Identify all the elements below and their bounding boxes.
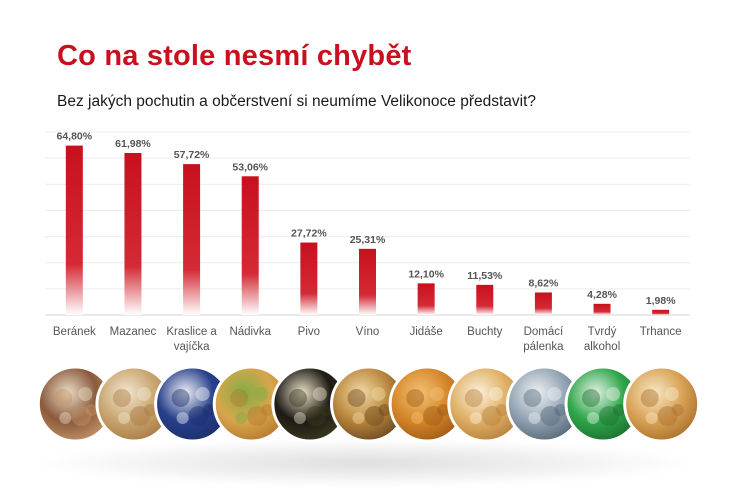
bar (593, 303, 611, 315)
data-label: 57,72% (174, 149, 210, 161)
x-tick-label: Buchty (467, 326, 502, 338)
data-label: 8,62% (529, 277, 559, 289)
x-tick-label: Beránek (53, 326, 96, 338)
photo-shadow (40, 440, 690, 486)
bar (417, 283, 435, 315)
bar (476, 284, 494, 315)
data-label: 4,28% (587, 289, 617, 301)
x-tick-label: Nádivka (229, 326, 271, 338)
data-label: 25,31% (350, 234, 386, 246)
x-tick-label: Mazanec (110, 326, 157, 338)
bar (300, 242, 318, 315)
mazanec-bread-icon (95, 365, 173, 443)
data-label: 53,06% (232, 161, 268, 173)
bar-chart: 64,80% 61,98% 57,72% 53,06% 27,72% 25,31% 12,1… (45, 131, 690, 353)
bar (124, 152, 142, 315)
x-tick-label: Jidáše (410, 326, 443, 338)
data-label: 61,98% (115, 138, 151, 150)
x-tick-label: Kraslice a vajíčka (166, 326, 217, 353)
x-tick-labels: Beránek Mazanec Kraslice a vajíčka Nádivka Pi… (53, 326, 682, 353)
data-label: 64,80% (57, 131, 93, 143)
data-label: 1,98% (646, 295, 676, 307)
lamb-cake-icon (36, 365, 114, 443)
x-tick-label: Domácí pálenka (523, 326, 564, 353)
bar (534, 292, 552, 315)
bar (241, 176, 259, 315)
beer-wine-bottles-icon (271, 365, 349, 443)
data-label: 12,10% (408, 268, 444, 280)
shot-glasses-icon (505, 365, 583, 443)
data-label: 11,53% (467, 270, 503, 282)
wine-glass-icon (330, 365, 407, 443)
stuffing-slices-icon (212, 365, 290, 443)
x-tick-label: Tvrdý alkohol (584, 326, 620, 353)
x-tick-label: Trhance (640, 326, 682, 338)
bar (652, 309, 670, 315)
data-labels: 64,80% 61,98% 57,72% 53,06% 27,72% 25,31% 12,1… (57, 131, 677, 307)
chart-subtitle: Bez jakých pochutin a občerstvení si neu… (57, 93, 537, 110)
trhance-pastry-icon (623, 365, 701, 443)
chart-title: Co na stole nesmí chybět (57, 40, 412, 72)
x-tick-label: Pivo (298, 326, 320, 338)
bar (65, 145, 83, 315)
bar (359, 248, 376, 315)
x-tick-label: Víno (356, 326, 380, 338)
bars (65, 145, 670, 315)
bar (183, 164, 201, 315)
data-label: 27,72% (291, 228, 327, 240)
green-liquor-icon (564, 365, 642, 443)
